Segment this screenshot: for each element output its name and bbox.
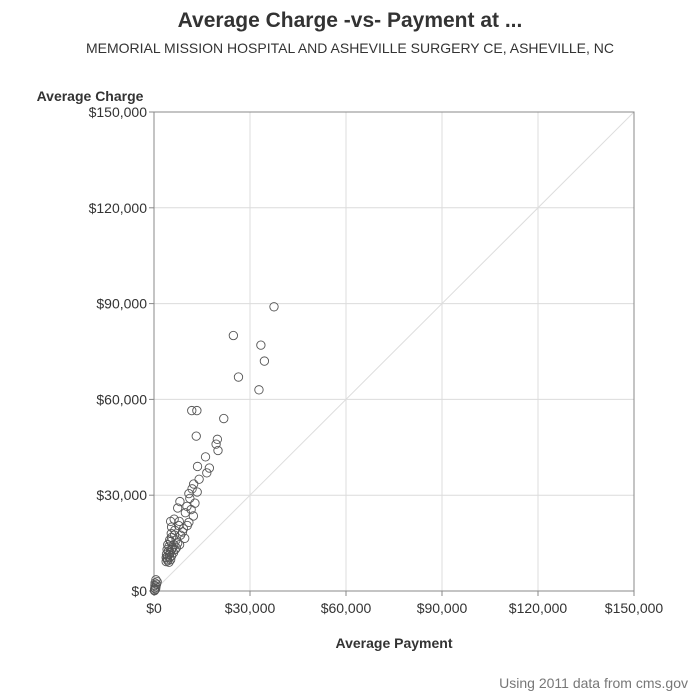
y-tick-label: $90,000 <box>96 296 147 312</box>
data-point <box>254 385 264 395</box>
x-tick-label: $90,000 <box>417 600 468 616</box>
data-point <box>185 493 195 504</box>
x-tick-label: $150,000 <box>605 600 664 616</box>
data-point <box>166 522 177 532</box>
y-axis-title: Average Charge <box>37 88 144 104</box>
data-point <box>180 508 191 518</box>
x-tick-label: $120,000 <box>509 600 568 616</box>
data-point <box>171 543 182 553</box>
data-point <box>190 498 200 508</box>
data-point <box>192 461 203 472</box>
data-point <box>175 496 185 507</box>
data-point <box>200 452 211 462</box>
data-points <box>149 302 279 596</box>
y-tick-label: $0 <box>131 583 147 599</box>
data-point <box>163 556 173 566</box>
data-point <box>191 431 201 441</box>
y-axis-ticks: $0 $30,000 $60,000 $90,000 $120,000 $150,000 <box>89 104 154 599</box>
data-point <box>259 356 270 366</box>
data-point <box>204 463 215 473</box>
data-point <box>150 584 161 594</box>
y-tick-label: $60,000 <box>96 391 147 407</box>
data-point <box>150 580 160 591</box>
chart-subtitle: MEMORIAL MISSION HOSPITAL AND ASHEVILLE … <box>85 40 614 56</box>
x-axis-ticks: $0 $30,000 $60,000 $90,000 $120,000 $150,000 <box>146 591 663 616</box>
x-tick-label: $30,000 <box>225 600 276 616</box>
plot-frame <box>153 111 635 592</box>
data-point <box>187 484 197 494</box>
footnote: Using 2011 data from cms.gov <box>499 675 688 691</box>
chart-title: Average Charge -vs- Payment at ... <box>177 9 523 32</box>
y-tick-label: $30,000 <box>96 487 147 503</box>
data-point <box>212 434 223 444</box>
reference-line <box>153 111 635 592</box>
data-point <box>228 330 239 341</box>
data-point <box>269 302 279 312</box>
data-point <box>188 511 199 521</box>
data-point <box>166 532 177 543</box>
y-tick-label: $150,000 <box>89 104 148 120</box>
data-point <box>202 468 212 478</box>
data-point <box>194 474 204 484</box>
data-point <box>256 340 266 350</box>
data-point <box>219 413 229 424</box>
data-point <box>213 445 223 456</box>
data-point <box>192 405 202 416</box>
data-point <box>180 533 190 543</box>
x-tick-label: $60,000 <box>321 600 372 616</box>
data-point <box>211 439 221 449</box>
x-axis-title: Average Payment <box>336 635 453 651</box>
data-point <box>184 488 194 499</box>
x-tick-label: $0 <box>146 600 162 616</box>
data-point <box>174 516 184 527</box>
data-point <box>149 586 160 596</box>
data-point <box>164 557 174 567</box>
data-point <box>233 372 244 382</box>
data-point <box>150 578 160 588</box>
data-point <box>173 503 183 513</box>
data-point <box>189 479 199 489</box>
data-point <box>177 527 188 537</box>
data-point <box>187 405 197 416</box>
data-point <box>186 504 196 515</box>
y-tick-label: $120,000 <box>89 200 148 216</box>
